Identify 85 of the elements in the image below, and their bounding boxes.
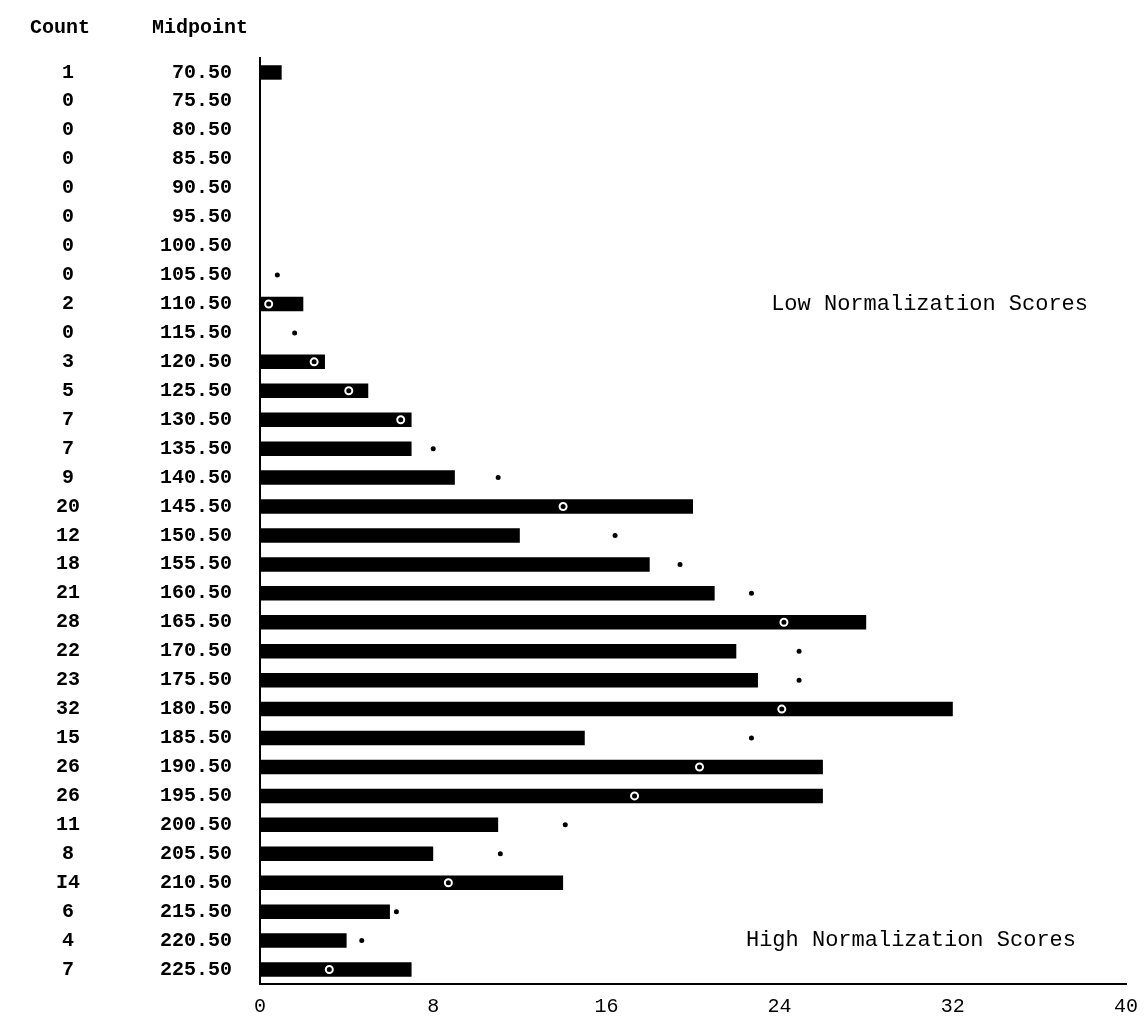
y-tick-label: 85.50	[172, 147, 233, 171]
data-label: I4	[55, 870, 81, 894]
point	[396, 415, 406, 425]
data-label: 20	[55, 494, 81, 518]
y-tick-label: 170.50	[160, 639, 233, 663]
x-tick-label: 32	[940, 995, 965, 1019]
data-label: 23	[55, 668, 81, 692]
y-tick-label: 110.50	[160, 292, 233, 315]
y-tick-label: 140.50	[160, 465, 233, 489]
y-tick-label: 165.50	[160, 610, 233, 634]
data-label: 7	[61, 407, 75, 431]
data-label: 6	[61, 899, 75, 923]
point	[344, 386, 354, 396]
data-label: 21	[55, 581, 81, 605]
data-label: 28	[55, 610, 81, 634]
y-tick-label: 105.50	[160, 263, 233, 287]
data-label: 11	[55, 812, 81, 836]
y-tick-label: 125.50	[160, 378, 233, 402]
data-label: 26	[55, 783, 81, 807]
data-label: 7	[61, 957, 75, 981]
y-tick-label: 100.50	[160, 234, 233, 258]
point	[264, 299, 274, 309]
y-tick-label: 215.50	[160, 899, 233, 923]
data-label: 8	[61, 841, 75, 865]
data-label: 0	[61, 205, 75, 229]
y-tick-label: 155.50	[160, 552, 233, 576]
y-tick-label: 190.50	[160, 755, 233, 778]
data-label: 18	[55, 552, 81, 576]
y-tick-label: 90.50	[172, 176, 233, 200]
data-label: 22	[55, 639, 81, 663]
point	[630, 791, 640, 801]
data-label: 26	[55, 755, 81, 778]
y-tick-label: 95.50	[172, 205, 233, 229]
y-tick-label: 75.50	[172, 89, 233, 113]
point	[324, 965, 334, 975]
data-label: 0	[61, 263, 75, 287]
y-tick-label: 200.50	[160, 812, 233, 836]
y-tick-label: 205.50	[160, 841, 233, 865]
y-tick-label: 175.50	[160, 668, 233, 692]
x-tick-label: 16	[594, 995, 619, 1019]
y-tick-label: 195.50	[160, 783, 233, 807]
data-label: 32	[55, 697, 81, 721]
x-tick-label: 0	[254, 995, 267, 1019]
x-tick-label: 40	[1113, 995, 1139, 1019]
data-label: 0	[61, 320, 75, 344]
data-label: 0	[61, 118, 75, 142]
y-tick-label: 145.50	[160, 494, 233, 518]
data-label: 0	[61, 89, 75, 113]
y-axis-title: Midpoint	[151, 16, 248, 40]
point	[695, 762, 704, 772]
y-tick-label: 220.50	[160, 928, 233, 952]
y-tick-label: 150.50	[160, 523, 233, 547]
data-label: 12	[55, 523, 81, 547]
y-tick-label: 180.50	[160, 697, 233, 721]
data-label: 0	[61, 176, 75, 200]
data-label: 7	[61, 436, 75, 460]
y-tick-label: 130.50	[160, 407, 233, 431]
y-tick-label: 160.50	[160, 581, 233, 605]
data-label: 1	[61, 60, 75, 84]
y-tick-label: 225.50	[160, 957, 233, 981]
x-tick-label: 24	[767, 995, 792, 1019]
data-label: 9	[61, 465, 75, 489]
text: Count	[29, 16, 91, 40]
data-label: 5	[61, 378, 75, 402]
y-tick-label: 80.50	[172, 118, 233, 142]
data-label: 4	[61, 928, 75, 952]
data-label: 0	[61, 147, 75, 171]
point	[779, 617, 789, 627]
y-tick-label: 115.50	[160, 320, 233, 344]
data-label: 0	[61, 234, 75, 258]
y-tick-label: 185.50	[160, 726, 233, 750]
annotation: High Normalization Scores	[745, 928, 1076, 954]
y-tick-label: 210.50	[160, 870, 233, 894]
x-tick-label: 8	[427, 995, 440, 1019]
data-label: 3	[61, 349, 75, 373]
y-tick-label: 120.50	[160, 349, 233, 373]
y-tick-label: 70.50	[172, 60, 233, 84]
point	[558, 502, 568, 512]
data-label: 15	[55, 726, 81, 750]
annotation: Low Normalization Scores	[771, 291, 1088, 317]
y-tick-label: 135.50	[160, 436, 233, 460]
data-label: 2	[61, 292, 75, 315]
point	[777, 704, 787, 714]
point	[309, 357, 319, 367]
point	[443, 878, 453, 888]
